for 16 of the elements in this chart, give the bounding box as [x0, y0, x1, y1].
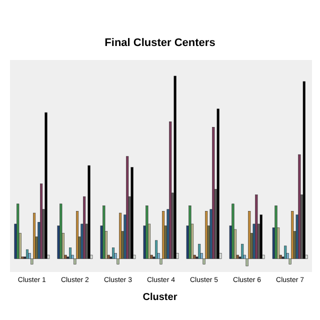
bar	[112, 248, 115, 259]
bar	[284, 246, 287, 259]
bar	[102, 206, 106, 259]
bar	[232, 204, 234, 259]
bar	[198, 244, 201, 259]
bar	[69, 248, 72, 259]
bar	[146, 206, 148, 259]
chart-title: Final Cluster Centers	[104, 37, 216, 49]
bar	[155, 240, 158, 259]
bar	[60, 204, 62, 259]
bar	[188, 206, 192, 259]
bar	[274, 206, 278, 259]
x-axis-title: Cluster	[142, 292, 178, 303]
bar	[241, 244, 244, 259]
bar	[26, 249, 29, 259]
bar	[16, 204, 20, 259]
